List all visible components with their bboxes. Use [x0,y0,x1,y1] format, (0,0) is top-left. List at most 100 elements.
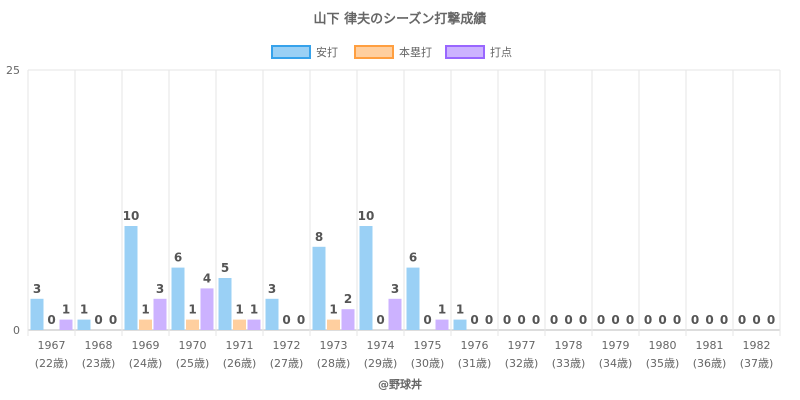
data-label: 0 [611,313,619,327]
credit: @野球丼 [378,377,422,391]
legend-swatch-0 [271,45,311,59]
data-label: 1 [456,303,464,317]
data-label: 1 [235,303,243,317]
legend: 安打 本塁打 打点 [271,45,512,59]
x-tick-age: (28歳) [317,357,351,370]
bar-rbi [341,309,355,330]
bar-hits [218,278,232,330]
data-label: 0 [550,313,558,327]
x-tick-age: (23歳) [82,357,116,370]
data-label: 0 [673,313,681,327]
bar-home-runs [186,319,199,330]
data-label: 3 [391,282,399,296]
legend-swatch-2 [445,45,485,59]
bar-hits [406,267,420,330]
data-label: 0 [423,313,431,327]
data-label: 0 [705,313,713,327]
bar-hits [312,246,326,330]
legend-label-0: 安打 [316,45,338,59]
bar-hits [77,319,91,330]
x-tick-year: 1970 [179,339,207,352]
data-label: 10 [358,209,375,223]
x-tick-age: (31歳) [458,357,492,370]
bars [30,226,467,330]
data-label: 0 [470,313,478,327]
x-tick-age: (35歳) [646,357,680,370]
x-tick-year: 1978 [555,339,583,352]
data-label: 1 [80,303,88,317]
data-label: 0 [658,313,666,327]
x-tick-age: (33歳) [552,357,586,370]
chart-title: 山下 律夫のシーズン打撃成績 [314,11,487,27]
data-label: 8 [315,230,323,244]
y-tick-label: 0 [13,324,20,337]
data-label: 0 [376,313,384,327]
data-label: 0 [626,313,634,327]
data-label: 1 [188,303,196,317]
x-tick-age: (27歳) [270,357,304,370]
bar-home-runs [139,319,152,330]
bar-hits [359,226,373,330]
data-label: 0 [720,313,728,327]
data-label: 1 [250,303,258,317]
data-label: 3 [33,282,41,296]
x-tick-year: 1969 [132,339,160,352]
data-label: 0 [532,313,540,327]
x-tick-year: 1971 [226,339,254,352]
x-tick-year: 1973 [320,339,348,352]
legend-label-1: 本塁打 [399,45,432,59]
data-label: 0 [644,313,652,327]
data-label: 0 [691,313,699,327]
bar-hits [124,226,138,330]
x-tick-year: 1980 [649,339,677,352]
bar-hits [30,298,44,330]
data-label: 0 [767,313,775,327]
data-label: 3 [156,282,164,296]
data-label: 0 [109,313,117,327]
data-label: 0 [517,313,525,327]
data-label: 0 [94,313,102,327]
x-tick-age: (36歳) [693,357,727,370]
data-label: 0 [597,313,605,327]
x-tick-year: 1977 [508,339,536,352]
x-tick-age: (22歳) [35,357,69,370]
data-label: 0 [564,313,572,327]
data-label: 0 [485,313,493,327]
y-tick-label: 25 [6,64,20,77]
x-tick-age: (37歳) [740,357,774,370]
data-label: 1 [62,303,70,317]
data-label: 1 [329,303,337,317]
x-tick-year: 1968 [85,339,113,352]
bar-hits [453,319,467,330]
x-tick-age: (30歳) [411,357,445,370]
bar-rbi [153,298,167,330]
data-label: 0 [738,313,746,327]
data-label: 1 [438,303,446,317]
x-tick-year: 1981 [696,339,724,352]
bar-home-runs [327,319,340,330]
x-tick-age: (29歳) [364,357,398,370]
x-tick-age: (25歳) [176,357,210,370]
x-tick-year: 1975 [414,339,442,352]
data-label: 2 [344,292,352,306]
data-label: 3 [268,282,276,296]
data-label: 0 [47,313,55,327]
data-label: 4 [203,271,211,285]
bar-rbi [59,319,73,330]
data-label: 5 [221,261,229,275]
data-label: 0 [282,313,290,327]
grid: 250 [6,64,781,337]
data-label: 0 [503,313,511,327]
x-tick-year: 1974 [367,339,395,352]
x-tick-year: 1972 [273,339,301,352]
x-tick-year: 1967 [38,339,66,352]
bar-rbi [388,298,402,330]
data-label: 10 [123,209,140,223]
x-tick-age: (32歳) [505,357,539,370]
legend-label-2: 打点 [490,45,512,59]
x-tick-year: 1979 [602,339,630,352]
x-tick-year: 1976 [461,339,489,352]
x-tick-age: (34歳) [599,357,633,370]
data-label: 6 [409,251,417,265]
